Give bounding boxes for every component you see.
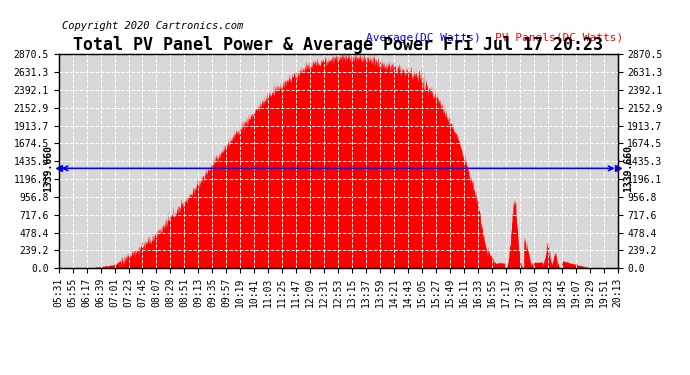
Text: 1339.660: 1339.660 bbox=[623, 145, 633, 192]
Title: Total PV Panel Power & Average Power Fri Jul 17 20:23: Total PV Panel Power & Average Power Fri… bbox=[73, 35, 603, 54]
Text: 1339.660: 1339.660 bbox=[43, 145, 53, 192]
Text: Average(DC Watts): Average(DC Watts) bbox=[366, 33, 481, 43]
Text: PV Panels(DC Watts): PV Panels(DC Watts) bbox=[495, 33, 623, 43]
Text: Copyright 2020 Cartronics.com: Copyright 2020 Cartronics.com bbox=[62, 21, 244, 31]
